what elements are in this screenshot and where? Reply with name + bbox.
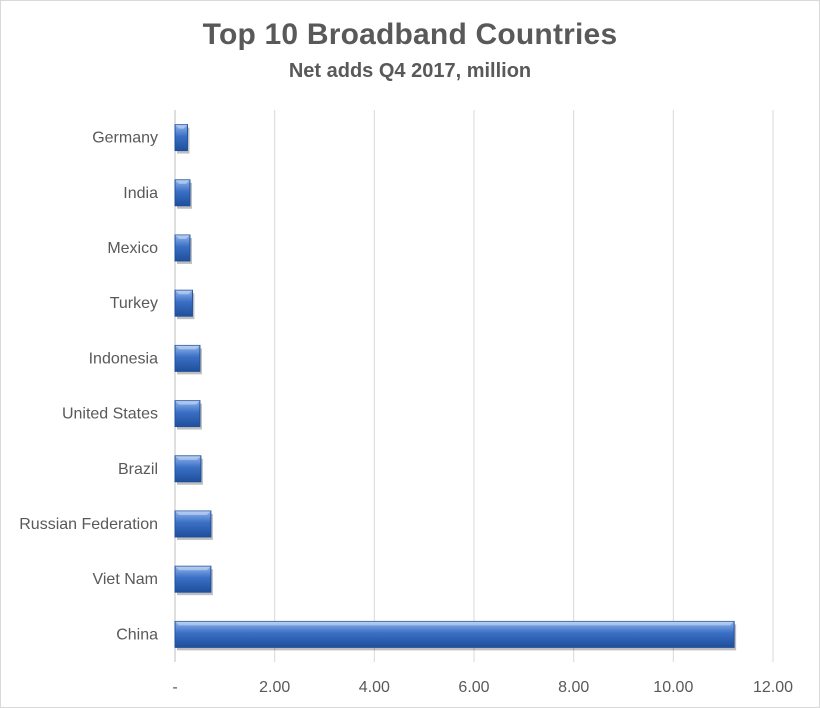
x-tick-label: 2.00 xyxy=(259,679,290,696)
bar-india xyxy=(174,179,192,209)
bar-viet-nam xyxy=(174,565,213,596)
bar-bevel xyxy=(175,235,190,240)
category-label: Brazil xyxy=(118,461,158,478)
bar xyxy=(174,400,201,428)
bar-bevel xyxy=(175,621,735,626)
bar-bevel xyxy=(175,511,211,516)
category-label: Turkey xyxy=(110,295,158,312)
bar xyxy=(174,289,193,317)
bar-bevel xyxy=(175,124,188,129)
category-label: Germany xyxy=(92,130,158,147)
category-label: India xyxy=(123,185,158,202)
category-label: Indonesia xyxy=(89,350,158,367)
bar-germany xyxy=(174,124,190,154)
bar xyxy=(174,344,201,372)
bar xyxy=(174,234,191,262)
bars xyxy=(174,124,737,651)
bar xyxy=(174,510,212,538)
bar-bevel xyxy=(175,290,193,295)
bar-bevel xyxy=(175,400,200,405)
category-label: Mexico xyxy=(107,240,158,257)
bar-brazil xyxy=(174,455,203,485)
bar-russian-federation xyxy=(174,510,213,540)
category-labels: Germany India Mexico Turkey Indonesia United … xyxy=(19,130,158,644)
gridlines xyxy=(274,110,774,662)
bar xyxy=(174,455,202,483)
bar-bevel xyxy=(175,179,190,184)
bar-bevel xyxy=(175,345,200,350)
bar-bevel xyxy=(175,566,211,571)
bar-turkey xyxy=(174,289,195,320)
bar-indonesia xyxy=(174,344,202,375)
category-label: United States xyxy=(62,406,158,423)
chart-title: Top 10 Broadband Countries xyxy=(202,18,618,51)
bar xyxy=(174,124,188,152)
x-tick-label: - xyxy=(172,679,177,696)
x-tick-label: 12.00 xyxy=(753,679,793,696)
category-label: China xyxy=(116,626,158,643)
x-tick-label: 6.00 xyxy=(458,679,489,696)
category-label: Russian Federation xyxy=(19,516,158,533)
bar xyxy=(174,620,735,648)
x-tick-label: 4.00 xyxy=(359,679,390,696)
x-tick-label: 8.00 xyxy=(558,679,589,696)
x-tick-label: 10.00 xyxy=(653,679,693,696)
chart-subtitle: Net adds Q4 2017, million xyxy=(288,60,532,82)
bar-mexico xyxy=(174,234,192,264)
bar-united-states xyxy=(174,400,202,430)
category-label: Viet Nam xyxy=(92,571,158,588)
bar-bevel xyxy=(175,455,201,460)
bar-china xyxy=(174,620,737,651)
bar xyxy=(174,179,191,207)
x-axis: - 2.00 4.00 6.00 8.00 10.00 12.00 xyxy=(172,110,793,696)
bar xyxy=(174,565,212,593)
